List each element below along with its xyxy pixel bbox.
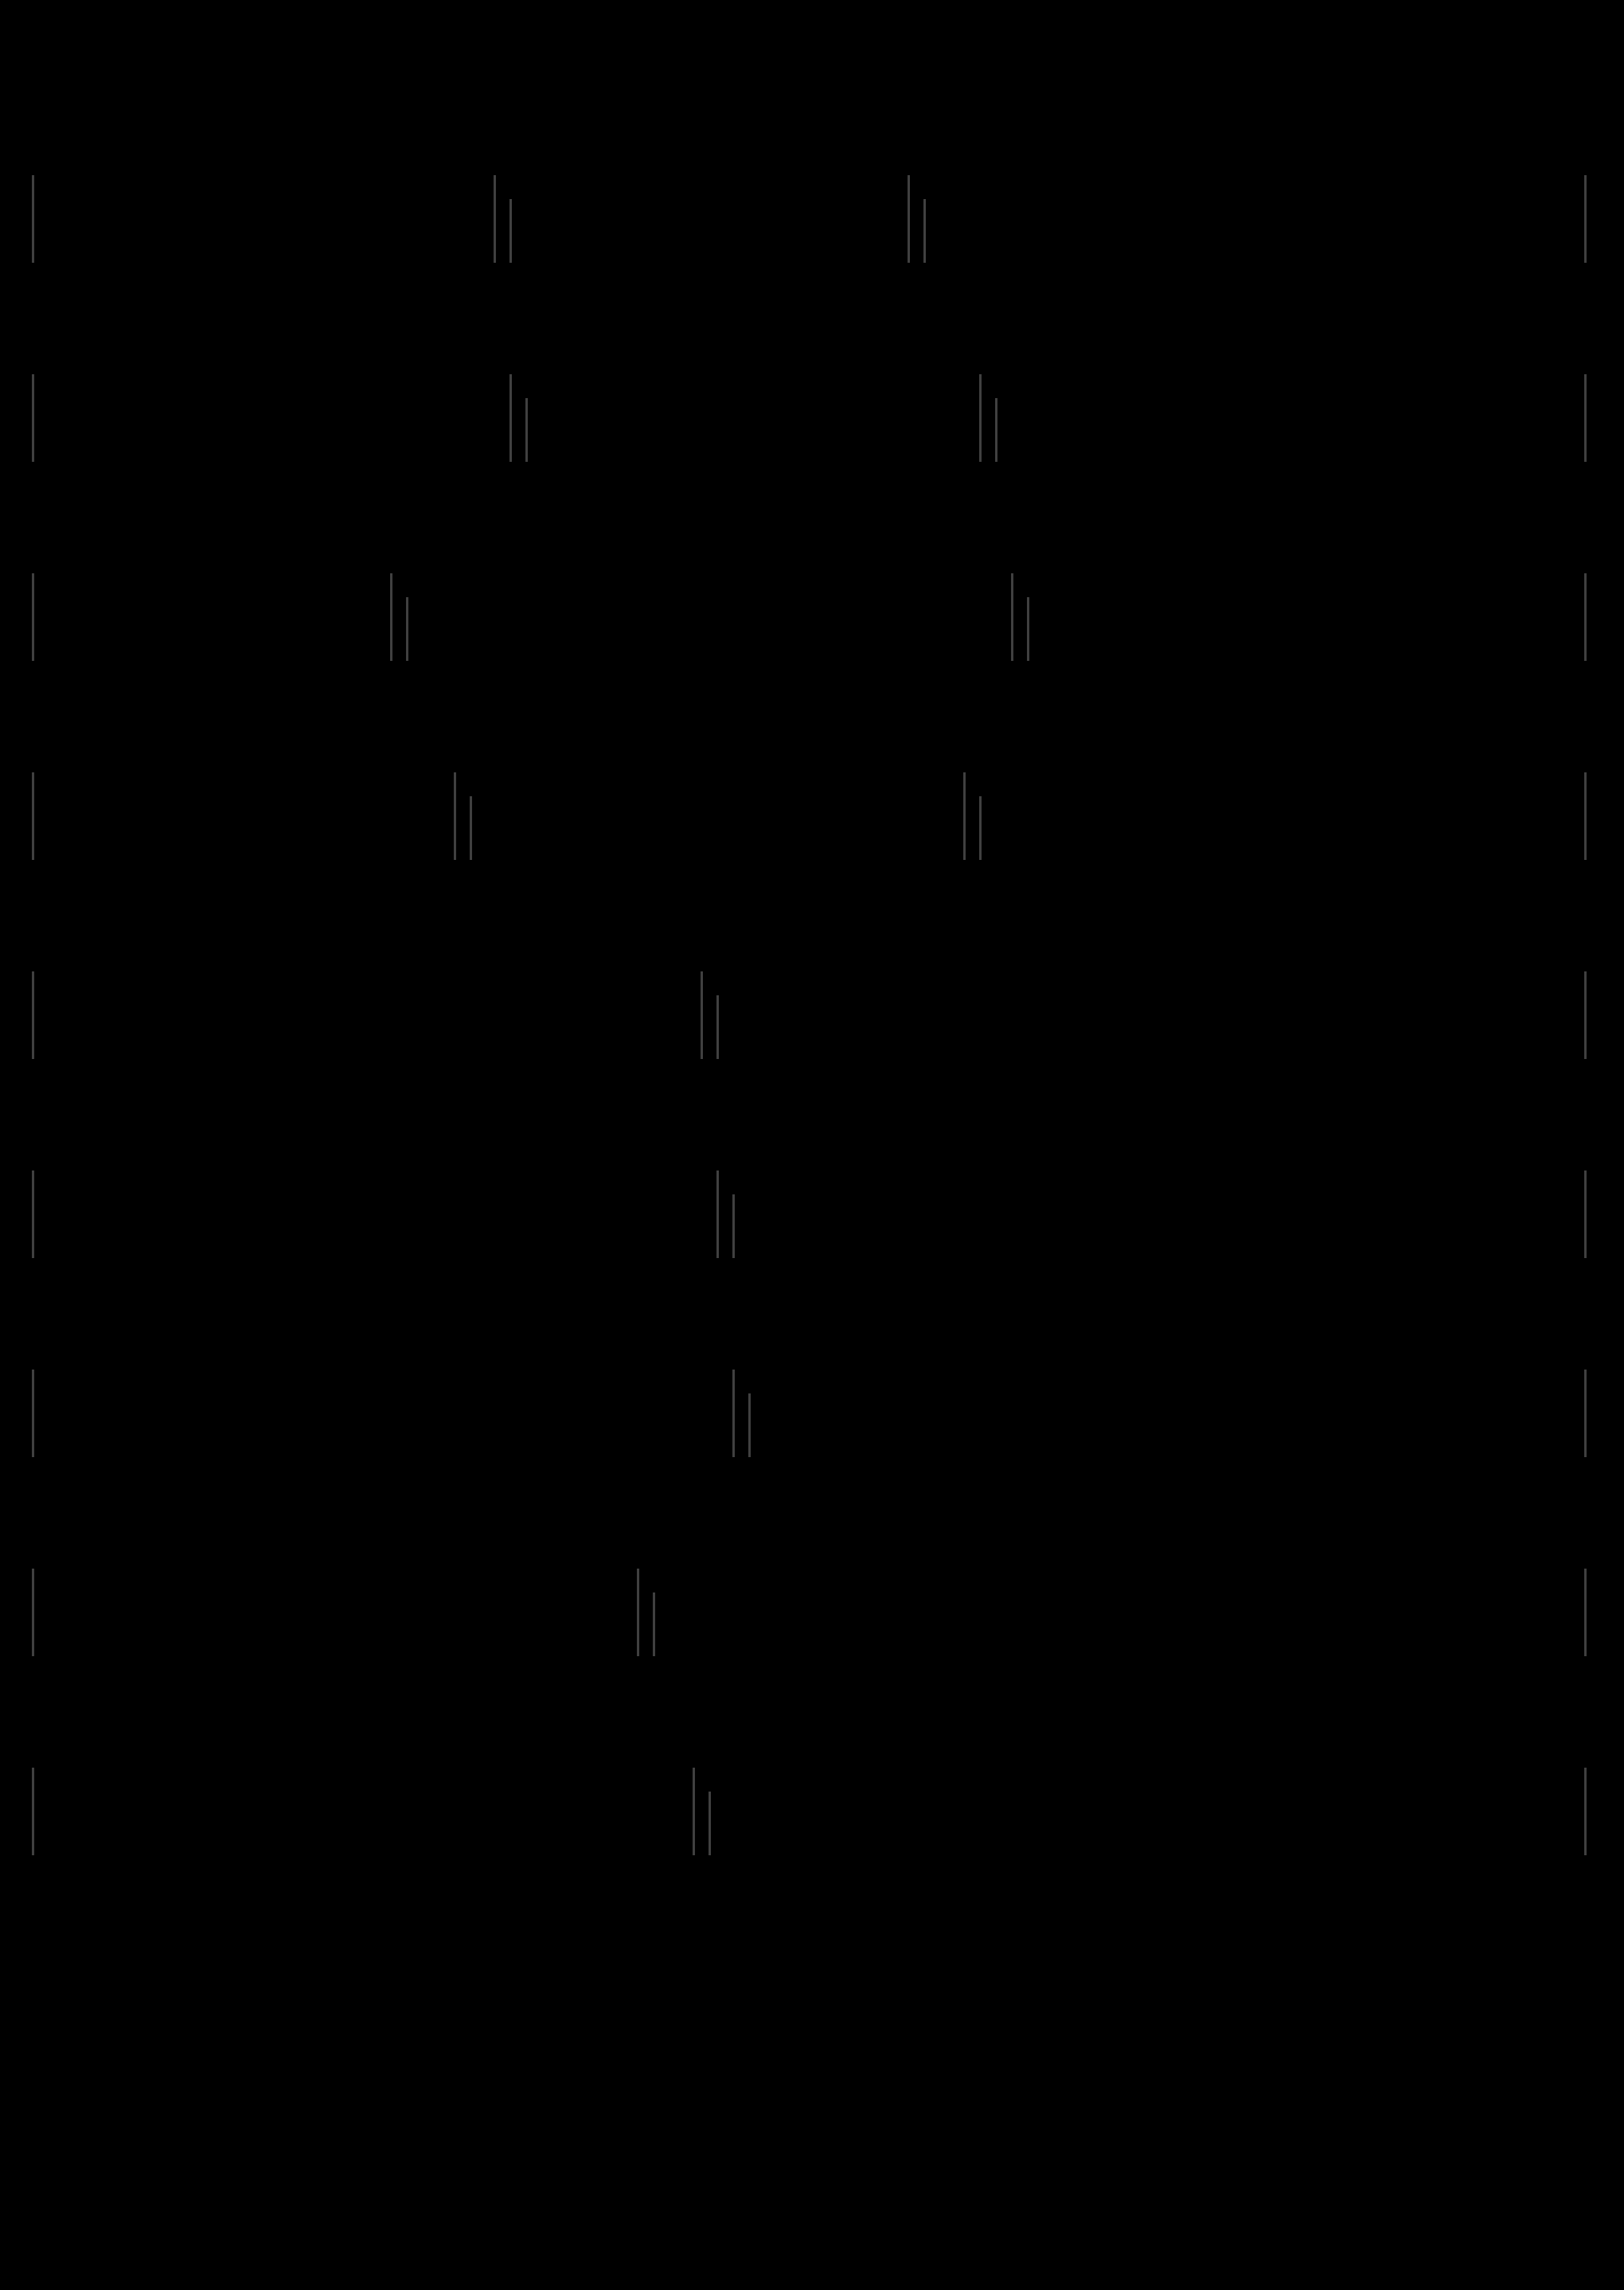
pattern-segment xyxy=(1011,573,1013,661)
pattern-segment xyxy=(716,995,719,1059)
pattern-row xyxy=(0,971,1624,1059)
pattern-segment xyxy=(1584,1370,1587,1457)
pattern-segment xyxy=(509,199,512,263)
pattern-segment xyxy=(32,1370,34,1457)
pattern-segment xyxy=(653,1592,655,1656)
pattern-segment xyxy=(494,175,496,263)
pattern-segment xyxy=(32,1569,34,1656)
pattern-segment xyxy=(701,971,703,1059)
pattern-row xyxy=(0,772,1624,860)
pattern-canvas xyxy=(0,0,1624,2290)
pattern-segment xyxy=(693,1768,695,1855)
pattern-row xyxy=(0,1370,1624,1457)
pattern-segment xyxy=(1584,374,1587,462)
pattern-segment xyxy=(908,175,910,263)
pattern-segment xyxy=(1584,573,1587,661)
pattern-segment xyxy=(32,772,34,860)
pattern-segment xyxy=(995,398,997,462)
pattern-segment xyxy=(748,1393,751,1457)
pattern-segment xyxy=(1584,1170,1587,1258)
pattern-segment xyxy=(1027,597,1029,661)
pattern-segment xyxy=(709,1792,711,1855)
pattern-row xyxy=(0,1569,1624,1656)
pattern-segment xyxy=(525,398,528,462)
pattern-segment xyxy=(32,1768,34,1855)
pattern-segment xyxy=(32,573,34,661)
pattern-row xyxy=(0,374,1624,462)
pattern-segment xyxy=(406,597,408,661)
pattern-segment xyxy=(32,971,34,1059)
pattern-segment xyxy=(32,1170,34,1258)
pattern-segment xyxy=(390,573,392,661)
pattern-segment xyxy=(732,1194,735,1258)
pattern-segment xyxy=(716,1170,719,1258)
pattern-segment xyxy=(1584,971,1587,1059)
pattern-segment xyxy=(470,796,472,860)
pattern-segment xyxy=(32,374,34,462)
pattern-segment xyxy=(963,772,966,860)
pattern-row xyxy=(0,573,1624,661)
pattern-segment xyxy=(923,199,926,263)
pattern-segment xyxy=(32,175,34,263)
pattern-row xyxy=(0,175,1624,263)
pattern-row xyxy=(0,1170,1624,1258)
pattern-segment xyxy=(1584,175,1587,263)
pattern-segment xyxy=(979,374,982,462)
pattern-segment xyxy=(1584,1569,1587,1656)
pattern-segment xyxy=(979,796,982,860)
pattern-segment xyxy=(454,772,456,860)
pattern-segment xyxy=(509,374,512,462)
pattern-row xyxy=(0,1768,1624,1855)
pattern-segment xyxy=(1584,1768,1587,1855)
pattern-segment xyxy=(637,1569,639,1656)
pattern-segment xyxy=(732,1370,735,1457)
pattern-segment xyxy=(1584,772,1587,860)
